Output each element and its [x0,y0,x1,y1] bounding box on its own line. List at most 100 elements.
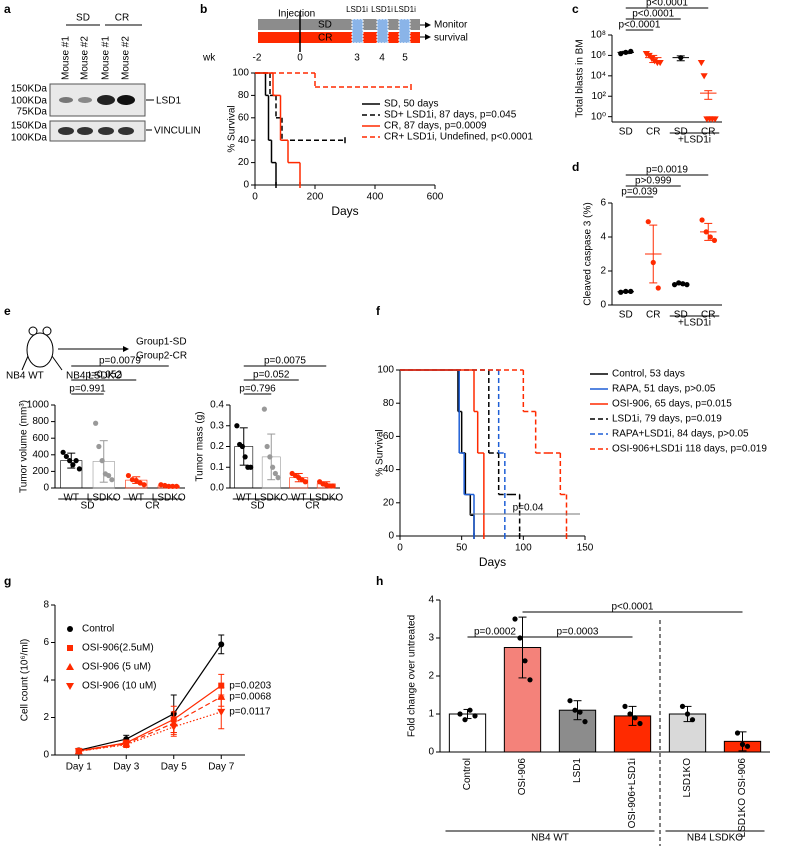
y-tick-label: 40 [238,135,250,146]
data-point [517,635,523,641]
week-label: 3 [354,53,360,64]
data-point [671,282,678,288]
y-tick-label: 0 [388,531,394,542]
data-point [330,483,336,489]
data-point [261,406,267,412]
panel-label: h [376,574,383,588]
group-label: CR [145,501,159,512]
data-point [582,719,588,725]
y-tick-label: 2 [600,266,606,277]
week-label: 0 [297,53,303,64]
y-tick-label: 4 [428,595,434,606]
y-tick-label: 10⁶ [591,50,606,61]
data-point [623,288,629,294]
y-tick-label: 3 [428,633,434,644]
x-tick-label: CR [701,127,715,138]
data-point [711,237,718,243]
week-label: 4 [379,53,385,64]
data-point [270,464,276,470]
data-point [76,466,82,472]
x-tick-label: 400 [367,192,384,203]
group-label: SD [81,501,95,512]
series-line [78,711,222,752]
y-tick-label: 1 [428,709,434,720]
y-tick-label: 10⁴ [591,70,606,81]
week-label: -2 [253,53,262,64]
blot-membrane [49,120,146,142]
x-tick-label: LSD1KO [682,758,693,798]
data-point [248,464,254,470]
protein-label: VINCULIN [154,126,201,137]
x-tick-label: 200 [307,192,324,203]
data-point [93,420,99,426]
significance-label: p=0.0075 [264,356,306,367]
data-point [125,472,132,479]
legend-label: CR, 87 days, p=0.0009 [384,121,487,132]
x-tick-label: LSDKO [309,493,343,504]
panel-label: e [4,304,11,318]
data-point [169,723,178,731]
band [118,127,134,135]
data-point [109,477,115,483]
panel-label: f [376,304,381,318]
arrow [51,355,63,371]
group-label: SD [251,501,265,512]
band [77,127,93,135]
significance-label: p=0.052 [253,370,290,381]
y-tick-label: 100 [377,365,394,376]
data-point [739,741,746,748]
y-tick-label: 1000 [27,400,50,411]
group-label: NB4 LSDKO [687,833,743,844]
data-point [218,682,225,689]
lane-label: Mouse #2 [80,36,91,80]
y-tick-label: 10² [592,91,607,102]
data-point [707,234,713,240]
data-point [734,730,741,736]
data-point [137,480,143,486]
significance-label: p=0.0002 [474,627,516,638]
data-point [567,698,573,704]
legend-label: SD+ LSD1i, 87 days, p=0.045 [384,110,517,121]
data-point [522,658,528,664]
y-tick-label: 60 [238,112,250,123]
x-tick-label: SD [619,310,633,321]
data-point [158,482,164,488]
data-point [239,443,245,450]
y-tick-label: 60 [383,431,395,442]
x-tick-label: LSDKO [152,493,186,504]
data-point [133,477,139,484]
treatment-box [351,18,364,44]
annotation: p=0.0068 [229,692,271,703]
data-point [63,453,69,460]
x-axis-label: Days [331,204,358,218]
blot-group: SD [76,13,90,24]
data-point [512,616,518,622]
x-tick-label: SD [674,310,688,321]
band [117,95,135,105]
x-tick-label: WT [128,493,144,504]
x-tick-label: LSD1 [572,758,583,783]
annotation: p=0.04 [513,503,544,514]
cell-label: NB4 WT [6,371,44,382]
x-tick-label: WT [236,493,252,504]
data-point [74,748,83,756]
data-point [462,717,468,723]
marker-label: 75KDa [16,107,47,118]
legend-label: Control [82,624,114,635]
y-tick-label: 0 [243,180,249,191]
data-point [264,443,270,450]
y-axis-label: % Survival [375,429,386,476]
legend-label: RAPA, 51 days, p>0.05 [612,384,716,395]
significance-label: p=0.052 [86,370,123,381]
x-tick-label: 0 [397,543,403,554]
lane-label: Mouse #1 [101,36,112,80]
y-tick-label: 20 [238,157,250,168]
y-tick-label: 4 [43,675,49,686]
data-point [637,720,643,727]
data-point [711,116,719,123]
data-point [234,423,240,429]
x-tick-label: 50 [456,543,468,554]
x-tick-label: LSDKO [254,493,288,504]
